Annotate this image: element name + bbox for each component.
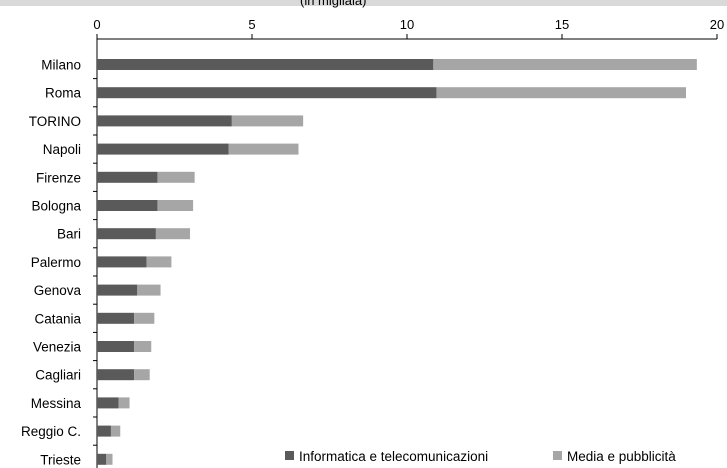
y-category-label: TORINO xyxy=(29,114,81,129)
bar-informatica xyxy=(97,200,158,211)
bar-informatica xyxy=(97,425,111,437)
y-category-label: Cagliari xyxy=(35,368,81,383)
bar-informatica xyxy=(97,143,229,155)
bar-media xyxy=(155,228,190,240)
y-category-label: Catania xyxy=(34,311,81,326)
bar-media xyxy=(134,369,150,381)
y-category-label: Messina xyxy=(31,396,82,411)
y-category-label: Bologna xyxy=(31,199,81,214)
bar-media xyxy=(157,171,195,183)
bar-media xyxy=(231,115,304,127)
bar-informatica xyxy=(97,341,135,352)
bar-media xyxy=(134,312,155,324)
bars-group xyxy=(97,59,697,465)
bar-informatica xyxy=(97,369,135,381)
y-category-label: Milano xyxy=(41,58,81,73)
y-category-label: Roma xyxy=(45,86,82,101)
bar-informatica xyxy=(97,228,156,240)
bar-media xyxy=(436,87,686,99)
y-category-label: Genova xyxy=(34,283,82,298)
y-category-label: Napoli xyxy=(43,142,81,157)
x-tick-label: 10 xyxy=(400,17,414,32)
bar-media xyxy=(118,397,130,409)
legend-label: Informatica e telecomunicazioni xyxy=(299,449,488,464)
y-category-label: Trieste xyxy=(40,452,81,467)
legend-swatch xyxy=(285,451,294,460)
x-tick-label: 15 xyxy=(555,17,569,32)
y-category-label: Venezia xyxy=(33,340,82,355)
bar-informatica xyxy=(97,397,119,409)
legend-swatch xyxy=(553,451,562,460)
y-category-label: Palermo xyxy=(31,255,81,270)
chart-title: (in migliaia) xyxy=(300,0,367,8)
legend: Informatica e telecomunicazioni Media e p… xyxy=(285,449,676,464)
bar-informatica xyxy=(97,87,437,99)
bar-informatica xyxy=(97,171,158,183)
bar-media xyxy=(157,200,194,211)
y-category-label: Reggio C. xyxy=(21,424,81,439)
bar-informatica xyxy=(97,59,434,70)
x-tick-label: 5 xyxy=(248,17,255,32)
y-category-label: Bari xyxy=(57,227,81,242)
bar-media xyxy=(106,453,113,465)
axes-group: 0 5 10 15 20 Milano Roma TORINO Napoli Firenze Bol… xyxy=(21,17,724,468)
bar-informatica xyxy=(97,256,147,268)
x-tick-label: 0 xyxy=(93,17,100,32)
top-strip xyxy=(0,0,727,6)
bar-informatica xyxy=(97,284,138,296)
bar-media xyxy=(137,284,161,296)
bar-media xyxy=(228,143,299,155)
bar-informatica xyxy=(97,115,232,127)
bar-media xyxy=(110,425,121,437)
x-tick-label: 20 xyxy=(710,17,724,32)
y-category-label: Firenze xyxy=(36,170,81,185)
bar-media xyxy=(134,341,152,352)
bar-informatica xyxy=(97,453,107,465)
bar-media xyxy=(146,256,172,268)
bar-media xyxy=(433,59,697,70)
legend-label: Media e pubblicità xyxy=(567,449,676,464)
bar-informatica xyxy=(97,312,135,324)
